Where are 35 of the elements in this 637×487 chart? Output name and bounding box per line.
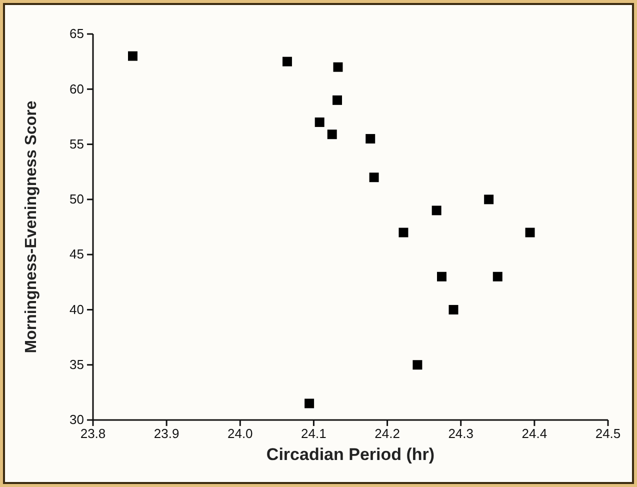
x-tick-label: 24.0 [227,426,253,442]
point [333,62,343,72]
point [432,206,442,216]
point [314,117,324,127]
point [282,56,292,66]
x-tick-label: 24.1 [301,426,326,442]
point [366,134,376,144]
y-tick-label: 40 [70,302,84,317]
x-axis-title: Circadian Period (hr) [266,445,435,464]
y-tick-label: 45 [70,246,84,262]
y-axis-title: Morningness-Eveningness Score [23,100,40,354]
y-tick-label: 55 [70,136,84,152]
x-tick-label: 24.3 [448,426,474,442]
y-tick-label: 60 [70,81,84,96]
point [332,95,342,105]
y-tick-label: 65 [70,26,84,42]
point [327,130,337,140]
y-tick-label: 35 [70,357,84,372]
x-tick-label: 23.9 [154,426,180,442]
y-tick-label: 30 [70,412,84,428]
x-tick-label: 24.2 [374,426,400,442]
point [436,272,446,282]
point [525,228,535,238]
x-tick-label: 24.4 [522,426,548,442]
x-tick-label: 24.5 [595,426,621,442]
point [448,304,458,314]
point [412,360,422,370]
y-tick-label: 50 [70,192,84,207]
point [398,228,408,238]
point [369,172,379,182]
point [304,398,314,408]
point [492,272,502,282]
point [128,51,138,61]
x-tick-label: 23.8 [80,426,106,442]
point [484,194,494,204]
